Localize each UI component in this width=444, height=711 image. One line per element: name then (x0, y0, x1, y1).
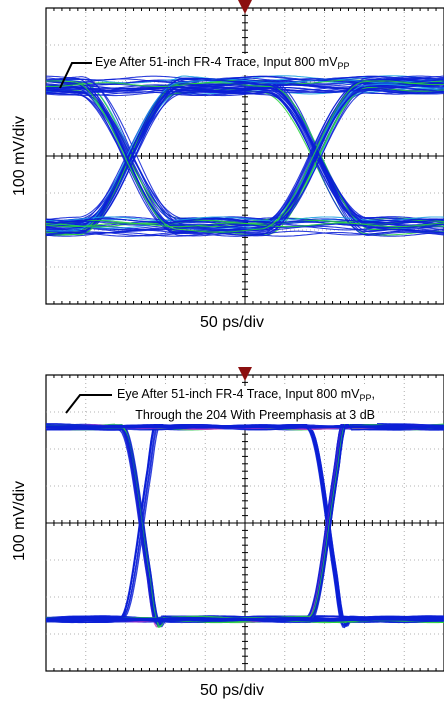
eye-trace (46, 82, 444, 223)
eye-trace (46, 83, 444, 234)
eye-trace (46, 86, 444, 92)
eye-trace (46, 75, 444, 81)
annotation-2-line-1-text: Eye After 51-inch FR-4 Trace, Input 800 … (117, 387, 360, 401)
eye-trace (46, 82, 444, 231)
eye-chart-1: 100 mV/div 50 ps/div Eye After 51-inch F… (11, 0, 444, 331)
x-axis-label-1: 50 ps/div (200, 314, 265, 331)
eye-chart-2: 100 mV/div 50 ps/div Eye After 51-inch F… (0, 360, 444, 711)
eye-trace (46, 83, 444, 229)
y-axis-label-1: 100 mV/div (11, 115, 28, 197)
eye-trace (46, 88, 444, 234)
eye-trace (46, 87, 444, 236)
annotation-2-line-2-text: Through the 204 With Preemphasis at 3 dB (135, 408, 375, 422)
trigger-marker (238, 367, 252, 381)
eye-trace (46, 91, 444, 232)
annotation-2: Eye After 51-inch FR-4 Trace, Input 800 … (115, 386, 377, 424)
annotation-1-sub: PP (337, 61, 350, 71)
center-axes (45, 374, 444, 672)
eye-trace (46, 222, 444, 228)
eye-trace (46, 77, 444, 236)
center-axes (45, 7, 444, 305)
annotation-1-text: Eye After 51-inch FR-4 Trace, Input 800 … (95, 55, 338, 69)
eye-trace (46, 218, 444, 224)
y-axis-label-2: 100 mV/div (11, 480, 28, 562)
annotation-2-line-1: Eye After 51-inch FR-4 Trace, Input 800 … (117, 386, 375, 407)
eye-trace (46, 89, 444, 229)
annotation-2-line-1-tail: , (371, 387, 375, 401)
x-axis-label-2: 50 ps/div (200, 682, 265, 699)
annotation-leader-line (59, 62, 92, 89)
eye-traces (46, 416, 444, 629)
eye-trace (46, 80, 444, 233)
eye-plot-2 (45, 367, 444, 672)
eye-trace (46, 225, 444, 231)
annotation-leader-line (65, 394, 112, 414)
eye-trace (46, 78, 444, 232)
eye-traces (46, 75, 444, 237)
trigger-marker (238, 0, 252, 14)
annotation-2-line-2: Through the 204 With Preemphasis at 3 dB (117, 407, 375, 424)
annotation-1: Eye After 51-inch FR-4 Trace, Input 800 … (93, 54, 352, 75)
annotation-2-line-1-sub: PP (359, 393, 372, 403)
